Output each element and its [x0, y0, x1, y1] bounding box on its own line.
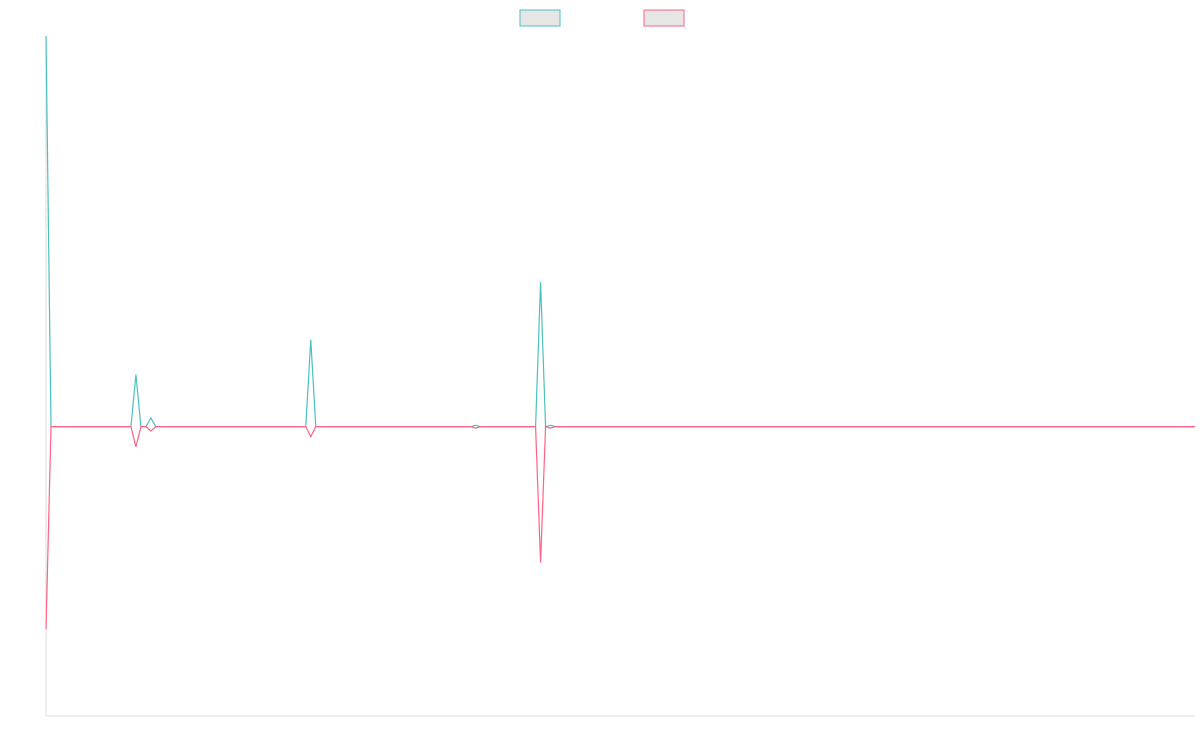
legend-swatch-1	[519, 9, 561, 27]
series-layer	[45, 35, 1195, 630]
series-line-2	[45, 425, 1195, 630]
legend-swatch-2	[643, 9, 685, 27]
axes	[45, 36, 1195, 717]
legend	[519, 9, 685, 27]
series-line-1	[45, 35, 1195, 428]
